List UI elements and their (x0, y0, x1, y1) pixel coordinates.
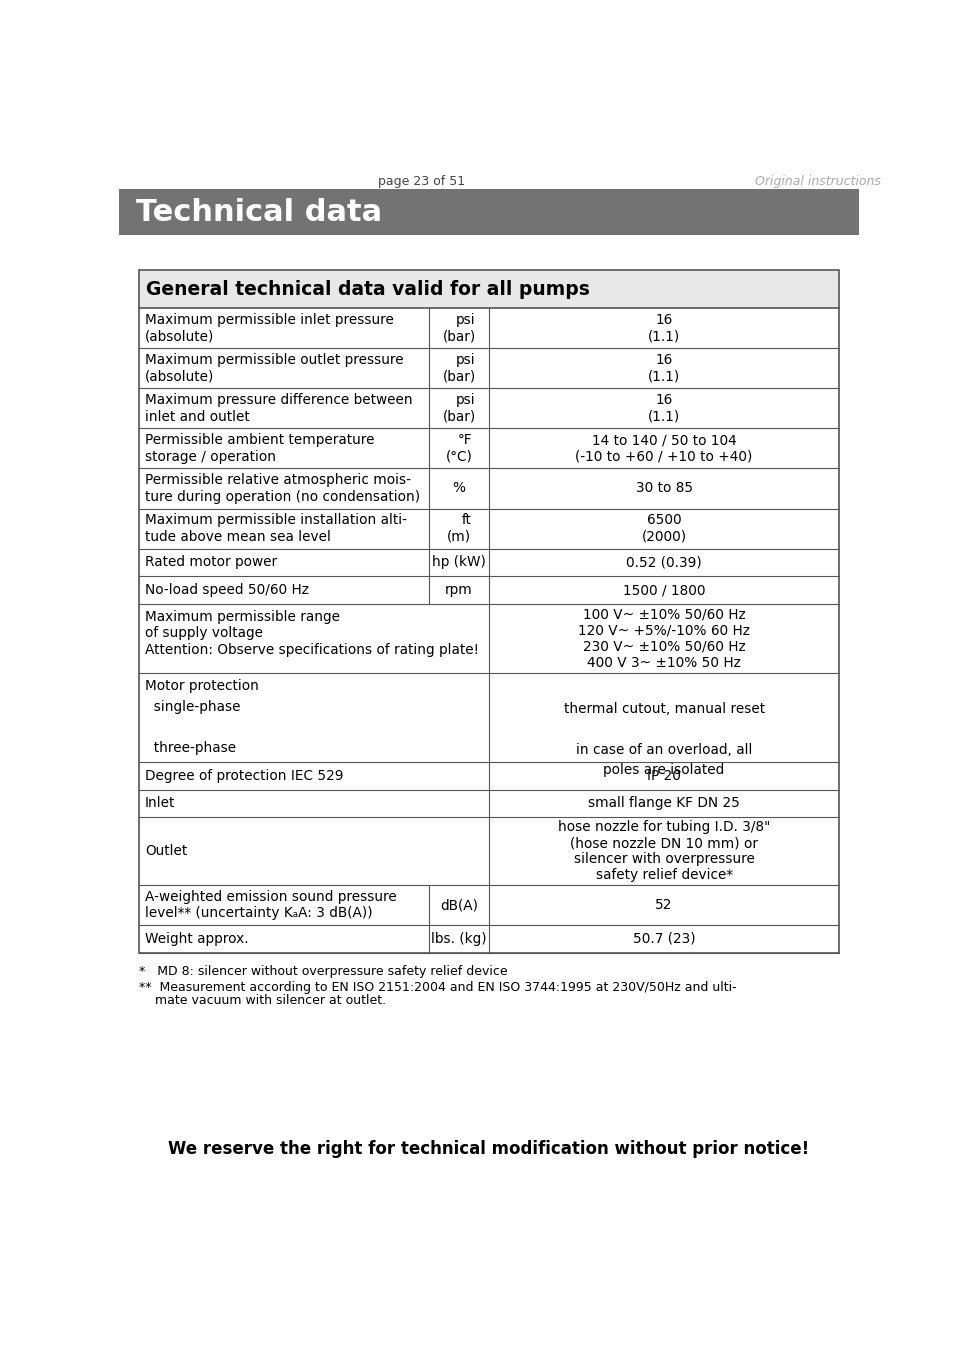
Text: *   MD 8: silencer without overpressure safety relief device: * MD 8: silencer without overpressure sa… (138, 965, 507, 979)
Text: **  Measurement according to EN ISO 2151:2004 and EN ISO 3744:1995 at 230V/50Hz : ** Measurement according to EN ISO 2151:… (138, 980, 736, 994)
Bar (138, 790, 839, 817)
Text: Motor protection
  single-phase

  three-phase: Motor protection single-phase three-phas… (145, 679, 258, 755)
Text: Maximum permissible range
of supply voltage
Attention: Observe specifications of: Maximum permissible range of supply volt… (145, 610, 478, 656)
Bar (138, 428, 839, 468)
Text: Maximum permissible installation alti-
tude above mean sea level: Maximum permissible installation alti- t… (145, 513, 406, 544)
Text: lbs. (kg): lbs. (kg) (431, 931, 486, 946)
Text: rpm: rpm (445, 583, 473, 597)
Text: 52: 52 (655, 898, 672, 913)
Text: Permissible ambient temperature
storage / operation: Permissible ambient temperature storage … (145, 433, 374, 463)
Bar (119, 189, 858, 235)
Text: psi
(bar): psi (bar) (442, 313, 476, 343)
Text: dB(A): dB(A) (439, 898, 477, 913)
Text: 6500
(2000): 6500 (2000) (640, 513, 686, 544)
Text: ft
(m): ft (m) (447, 513, 471, 544)
Bar (138, 270, 839, 953)
Text: hp (kW): hp (kW) (432, 555, 485, 570)
Text: IP 20: IP 20 (646, 768, 680, 783)
Text: Maximum pressure difference between
inlet and outlet: Maximum pressure difference between inle… (145, 393, 412, 424)
Bar (138, 817, 839, 886)
Bar (138, 548, 839, 576)
Text: psi
(bar): psi (bar) (442, 354, 476, 383)
Bar (138, 925, 839, 953)
Text: Original instructions: Original instructions (754, 176, 880, 188)
Bar (138, 674, 839, 761)
Bar (138, 761, 839, 790)
Bar (138, 576, 839, 603)
Text: thermal cutout, manual reset

in case of an overload, all
poles are isolated: thermal cutout, manual reset in case of … (563, 680, 764, 778)
Text: General technical data valid for all pumps: General technical data valid for all pum… (146, 279, 590, 298)
Text: small flange KF DN 25: small flange KF DN 25 (587, 796, 740, 810)
Text: 0.52 (0.39): 0.52 (0.39) (625, 555, 701, 570)
Text: hose nozzle for tubing I.D. 3/8"
(hose nozzle DN 10 mm) or
silencer with overpre: hose nozzle for tubing I.D. 3/8" (hose n… (558, 819, 769, 883)
Text: Rated motor power: Rated motor power (145, 555, 276, 570)
Text: Inlet: Inlet (145, 796, 175, 810)
Text: 30 to 85: 30 to 85 (635, 482, 692, 495)
Bar (138, 270, 839, 308)
Text: No-load speed 50/60 Hz: No-load speed 50/60 Hz (145, 583, 309, 597)
Bar (138, 348, 839, 389)
Text: Technical data: Technical data (136, 197, 382, 227)
Text: 16
(1.1): 16 (1.1) (647, 313, 679, 343)
Bar (138, 308, 839, 348)
Bar (138, 886, 839, 925)
Text: A-weighted emission sound pressure
level** (uncertainty KₐA: 3 dB(A)): A-weighted emission sound pressure level… (145, 890, 396, 921)
Text: 100 V~ ±10% 50/60 Hz
120 V~ +5%/-10% 60 Hz
230 V~ ±10% 50/60 Hz
400 V 3~ ±10% 50: 100 V~ ±10% 50/60 Hz 120 V~ +5%/-10% 60 … (578, 608, 749, 670)
Text: We reserve the right for technical modification without prior notice!: We reserve the right for technical modif… (168, 1141, 809, 1158)
Text: Permissible relative atmospheric mois-
ture during operation (no condensation): Permissible relative atmospheric mois- t… (145, 474, 419, 504)
Text: 16
(1.1): 16 (1.1) (647, 393, 679, 424)
Text: 16
(1.1): 16 (1.1) (647, 354, 679, 383)
Text: page 23 of 51: page 23 of 51 (377, 176, 464, 188)
Text: 14 to 140 / 50 to 104
(-10 to +60 / +10 to +40): 14 to 140 / 50 to 104 (-10 to +60 / +10 … (575, 433, 752, 463)
Text: °F
(°C): °F (°C) (445, 433, 472, 463)
Text: Maximum permissible inlet pressure
(absolute): Maximum permissible inlet pressure (abso… (145, 313, 394, 343)
Text: psi
(bar): psi (bar) (442, 393, 476, 424)
Text: 50.7 (23): 50.7 (23) (632, 931, 695, 946)
Text: Weight approx.: Weight approx. (145, 931, 248, 946)
Bar (138, 468, 839, 509)
Text: 1500 / 1800: 1500 / 1800 (622, 583, 704, 597)
Text: mate vacuum with silencer at outlet.: mate vacuum with silencer at outlet. (138, 995, 385, 1007)
Text: %: % (452, 482, 465, 495)
Bar (138, 389, 839, 428)
Bar (138, 509, 839, 548)
Bar (138, 603, 839, 674)
Text: Degree of protection IEC 529: Degree of protection IEC 529 (145, 768, 343, 783)
Text: Maximum permissible outlet pressure
(absolute): Maximum permissible outlet pressure (abs… (145, 354, 403, 383)
Text: Outlet: Outlet (145, 844, 187, 859)
